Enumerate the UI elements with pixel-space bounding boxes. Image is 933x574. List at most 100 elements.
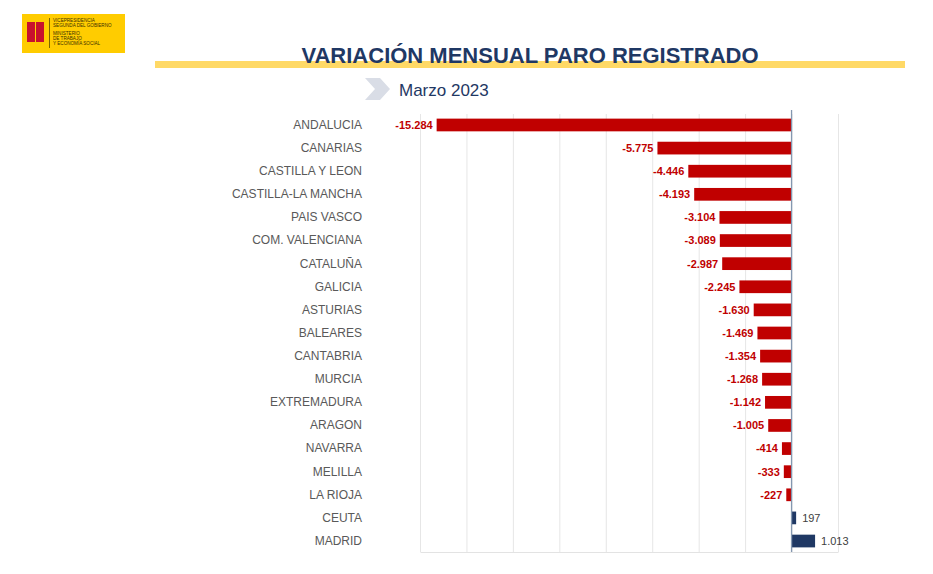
bar (762, 373, 791, 386)
bar (657, 142, 791, 155)
tick: MELILLA (313, 465, 362, 479)
tick: LA RIOJA (309, 488, 362, 502)
bar (437, 119, 792, 132)
category-label: ASTURIAS (302, 303, 362, 317)
logo-emblem (27, 22, 35, 42)
x-axis-line (421, 552, 839, 553)
bar (765, 396, 792, 409)
category-label: GALICIA (315, 280, 362, 294)
bar (768, 419, 791, 432)
logo: VICEPRESIDENCIASEGUNDA DEL GOBIERNOMINIS… (22, 14, 125, 53)
bar (757, 327, 791, 340)
bar (784, 465, 792, 478)
data-label: -4.446 (653, 165, 684, 177)
category-label: MURCIA (315, 372, 362, 386)
data-label: -1.142 (730, 396, 761, 408)
subtitle-chevron (365, 78, 390, 100)
category-label: MELILLA (313, 465, 362, 479)
data-label: -5.775 (622, 142, 653, 154)
category-label: CANTABRIA (294, 349, 362, 363)
logo-background (22, 14, 125, 53)
bars (437, 119, 815, 548)
data-label: -1.354 (725, 350, 757, 362)
grid-line (420, 114, 421, 552)
tick: CANTABRIA (294, 349, 362, 363)
category-label: ARAGON (310, 418, 362, 432)
tick: BALEARES (299, 326, 362, 340)
category-label: CASTILLA Y LEON (259, 164, 362, 178)
tick (699, 114, 700, 552)
logo-text: Y ECONOMÍA SOCIAL (53, 40, 101, 46)
grid-line (466, 114, 467, 552)
y-axis: ANDALUCIA CANARIAS CASTILLA Y LEON CASTILLA… (232, 118, 362, 548)
bar (739, 280, 791, 293)
data-label: -333 (758, 466, 780, 478)
tick: COM. VALENCIANA (252, 233, 362, 247)
data-label: -414 (756, 442, 779, 454)
data-label: -1.005 (733, 419, 764, 431)
data-label: -3.089 (685, 234, 716, 246)
tick (838, 114, 839, 552)
data-label: -3.104 (684, 211, 716, 223)
bar (782, 442, 792, 455)
tick: CATALUÑA (300, 256, 362, 270)
zero-line (791, 110, 792, 552)
tick: PAIS VASCO (291, 210, 362, 224)
tick (420, 114, 421, 552)
tick: CANARIAS (301, 141, 362, 155)
tick: ARAGON (310, 418, 362, 432)
tick (606, 114, 607, 552)
title: VARIACIÓN MENSUAL PARO REGISTRADO (301, 43, 758, 68)
category-label: COM. VALENCIANA (252, 233, 362, 247)
data-label: -4.193 (659, 188, 690, 200)
tick (652, 114, 653, 552)
category-label: NAVARRA (306, 441, 362, 455)
subtitle: Marzo 2023 (399, 81, 489, 100)
category-label: EXTREMADURA (270, 395, 362, 409)
tick: CASTILLA-LA MANCHA (232, 187, 362, 201)
tick (559, 114, 560, 552)
tick: MURCIA (315, 372, 362, 386)
data-label: -2.245 (704, 281, 735, 293)
category-label: MADRID (315, 534, 363, 548)
x-axis (421, 114, 839, 553)
category-label: PAIS VASCO (291, 210, 362, 224)
logo-emblem (36, 22, 44, 42)
grid-line (559, 114, 560, 552)
data-label: -2.987 (687, 258, 718, 270)
tick (513, 114, 514, 552)
bar (688, 165, 791, 178)
data-label: 1.013 (821, 535, 849, 547)
tick: CASTILLA Y LEON (259, 164, 362, 178)
tick: GALICIA (315, 280, 362, 294)
category-label: CASTILLA-LA MANCHA (232, 187, 362, 201)
category-label: ANDALUCIA (293, 118, 362, 132)
tick: ANDALUCIA (293, 118, 362, 132)
data-label: -1.268 (727, 373, 758, 385)
logo-text: SEGUNDA DEL GOBIERNO (53, 23, 112, 28)
chart: VICEPRESIDENCIASEGUNDA DEL GOBIERNOMINIS… (0, 0, 933, 574)
tick: EXTREMADURA (270, 395, 362, 409)
data-labels: -15.284 -5.775-4.446 -4.193 -3.104 -3.089 -2.… (395, 119, 848, 547)
grid-line (606, 114, 607, 552)
data-label: -15.284 (395, 119, 433, 131)
bar (722, 257, 791, 270)
data-label: -1.630 (719, 304, 750, 316)
tick: ASTURIAS (302, 303, 362, 317)
data-label: 197 (802, 512, 820, 524)
grid-line (838, 114, 839, 552)
bar (694, 188, 791, 201)
tick (466, 114, 467, 552)
grid-line (652, 114, 653, 552)
bar (792, 512, 797, 525)
bar (720, 234, 792, 247)
category-label: CANARIAS (301, 141, 362, 155)
category-label: LA RIOJA (309, 488, 362, 502)
grid-line (699, 114, 700, 552)
tick: NAVARRA (306, 441, 362, 455)
data-label: -1.469 (722, 327, 753, 339)
grid-line (513, 114, 514, 552)
category-label: CEUTA (322, 511, 362, 525)
bar (754, 304, 792, 317)
bar (786, 488, 791, 501)
